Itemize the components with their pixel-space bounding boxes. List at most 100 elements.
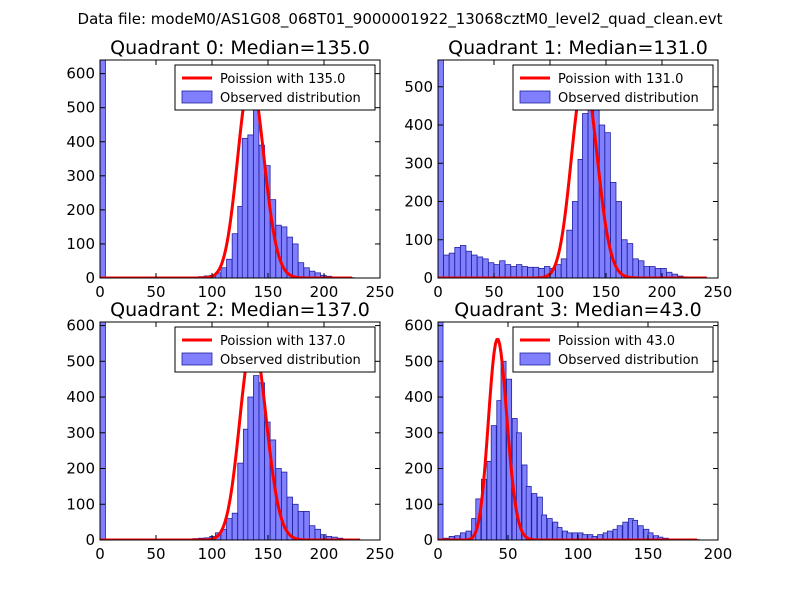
histogram-bar	[226, 518, 233, 540]
histogram-bar	[482, 258, 489, 278]
legend: Poission with 131.0 Observed distribution	[512, 64, 714, 111]
panel-title: Quadrant 0: Median=135.0	[110, 37, 370, 59]
x-tick-label: 250	[366, 283, 395, 301]
histogram-bar	[465, 250, 472, 278]
y-tick-label: 300	[66, 167, 95, 185]
histogram-bar	[292, 503, 299, 540]
histogram-bar	[621, 239, 628, 278]
histogram-bar	[476, 256, 484, 278]
panel-title: Quadrant 1: Median=131.0	[448, 37, 708, 59]
histogram-bar	[100, 60, 106, 278]
x-tick-label: 100	[198, 283, 227, 301]
histogram-bar	[572, 532, 578, 540]
x-tick-label: 0	[433, 283, 443, 301]
histogram-bar	[632, 519, 639, 540]
histogram-bar	[637, 525, 644, 540]
histogram-bar	[303, 511, 310, 540]
y-tick-label: 0	[85, 269, 95, 287]
x-tick-label: 50	[484, 283, 503, 301]
histogram-bar	[632, 258, 639, 278]
legend-histogram-swatch	[181, 90, 213, 104]
y-tick-label: 0	[423, 531, 433, 549]
histogram-bar	[487, 262, 495, 278]
y-tick-label: 500	[66, 99, 95, 117]
y-tick-label: 200	[66, 460, 95, 478]
legend: Poission with 137.0 Observed distribution	[174, 326, 376, 373]
plot-frame	[99, 321, 381, 541]
histogram-bar	[220, 267, 227, 278]
y-tick-label: 500	[404, 352, 433, 370]
y-tick-label: 600	[66, 65, 95, 83]
legend-poisson-label: Poission with 131.0	[558, 72, 683, 87]
histogram-bar	[247, 134, 254, 278]
x-tick-label: 150	[254, 283, 283, 301]
histogram-bar	[454, 247, 461, 278]
histogram-bar	[237, 462, 244, 540]
histogram-bar	[555, 264, 562, 278]
histogram-bar	[297, 262, 305, 278]
histogram-bar	[626, 243, 634, 278]
x-tick-label: 50	[146, 545, 165, 563]
panel-title: Quadrant 3: Median=43.0	[454, 299, 702, 321]
histogram-bar	[247, 396, 254, 540]
x-tick-label: 0	[433, 545, 443, 563]
plot-content	[438, 322, 700, 540]
histogram-bar	[582, 113, 589, 278]
x-tick-label: 150	[592, 283, 621, 301]
y-tick-label: 100	[404, 231, 433, 249]
panel-quadrant-3: 0 50 100 150 200 0 100 200 300 400 500 600 Quadrant …	[404, 299, 732, 563]
histogram-bar	[438, 322, 444, 540]
y-tick-label: 600	[404, 317, 433, 335]
histogram-bar	[622, 521, 629, 540]
y-tick-label: 400	[404, 116, 433, 134]
x-tick-label: 250	[366, 545, 395, 563]
y-tick-label: 200	[404, 193, 433, 211]
poisson-line	[438, 75, 708, 278]
x-tick-label: 200	[310, 545, 339, 563]
y-tick-label: 100	[404, 495, 433, 513]
histogram-bar	[541, 514, 548, 540]
legend-histogram-label: Observed distribution	[558, 91, 699, 106]
histogram-bar	[438, 60, 444, 278]
panels: 0 50 100 150 200 2500100200300400500600Quadra…	[66, 37, 732, 563]
histogram-bar	[649, 266, 656, 278]
legend-histogram-swatch	[181, 352, 213, 366]
poisson-line	[438, 337, 698, 540]
histogram-bar	[292, 243, 299, 278]
legend-histogram-label: Observed distribution	[220, 353, 361, 368]
plot-frame	[99, 59, 381, 279]
y-tick-label: 200	[66, 201, 95, 219]
x-tick-label: 100	[536, 283, 565, 301]
histogram-bar	[504, 264, 512, 278]
figure-suptitle: Data file: modeM0/AS1G08_068T01_90000019…	[78, 10, 723, 29]
y-tick-label: 300	[404, 154, 433, 172]
y-tick-label: 400	[66, 388, 95, 406]
histogram-bar	[527, 266, 534, 278]
legend: Poission with 135.0 Observed distribution	[174, 64, 376, 111]
histogram-bar	[459, 245, 467, 278]
histogram-bar	[510, 266, 517, 278]
histogram-bar	[253, 375, 260, 540]
panel-title: Quadrant 2: Median=137.0	[110, 299, 370, 321]
panel-quadrant-1: 0 50 100 150 200 250 0 100 200 300 400 500 Quadrant …	[404, 37, 732, 301]
histogram-bar	[516, 432, 522, 540]
x-tick-label: 150	[634, 545, 663, 563]
x-tick-label: 200	[704, 545, 733, 563]
y-tick-label: 400	[66, 133, 95, 151]
histogram-bar	[638, 260, 645, 278]
histogram-bar	[604, 132, 611, 278]
x-tick-label: 200	[310, 283, 339, 301]
histogram-bar	[100, 322, 106, 540]
histogram-bar	[493, 264, 500, 278]
histogram-bar	[616, 525, 623, 540]
x-tick-label: 0	[95, 283, 105, 301]
histogram-bar	[231, 233, 239, 278]
legend-histogram-label: Observed distribution	[558, 353, 699, 368]
histogram-bar	[443, 254, 450, 278]
histogram-bar	[454, 535, 461, 540]
legend-histogram-swatch	[519, 90, 551, 104]
panel-quadrant-2: 0 50 100 150 200 250 0 100 200 300 400 500 600 Quadra…	[66, 299, 394, 563]
legend-poisson-label: Poission with 43.0	[558, 334, 675, 349]
legend-poisson-label: Poission with 135.0	[220, 72, 345, 87]
